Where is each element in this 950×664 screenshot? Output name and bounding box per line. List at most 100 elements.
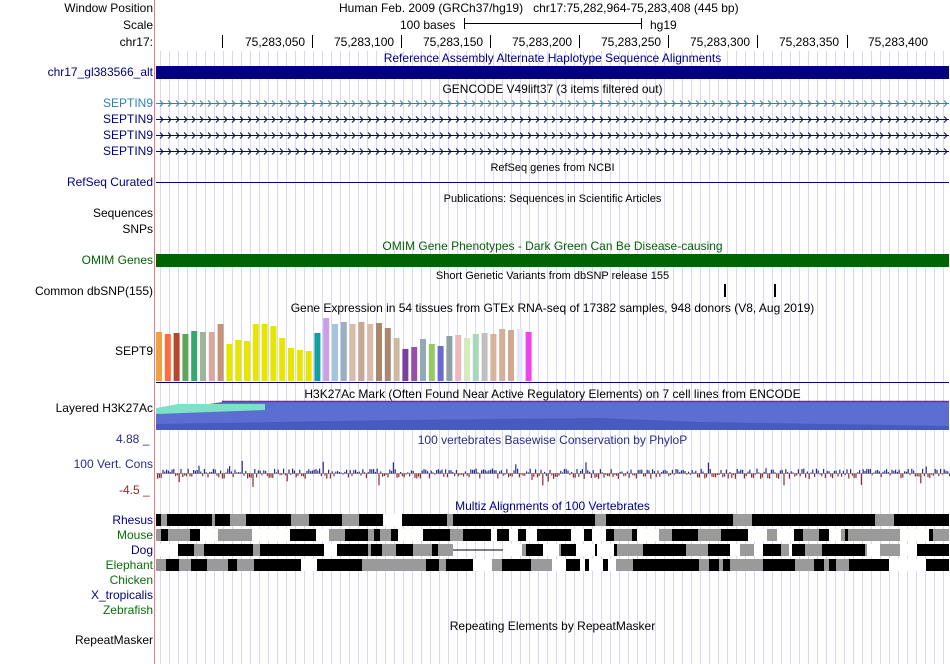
alignment-block [512, 514, 516, 526]
alignment-block [390, 559, 392, 571]
alignment-block [479, 529, 491, 541]
phylop-bar [727, 473, 729, 479]
gencode-item-label[interactable]: SEPTIN9 [102, 112, 153, 126]
gtex-label[interactable]: SEPT9 [114, 344, 153, 358]
phylop-bar [227, 468, 229, 474]
phylop-bar [203, 469, 205, 474]
species-label[interactable]: Elephant [105, 558, 153, 572]
gtex-bar [164, 334, 171, 381]
alignment-block [340, 544, 357, 556]
alignment-block [822, 544, 839, 556]
alignment-block [573, 514, 586, 526]
phylop-bar [860, 473, 862, 485]
phylop-bar [544, 471, 546, 474]
repeatmasker-title[interactable]: Repeating Elements by RepeatMasker [449, 619, 656, 633]
phylop-bar [763, 471, 765, 474]
phylop-bar [670, 473, 672, 475]
phylop-bar [698, 473, 700, 478]
phylop-bar [805, 473, 807, 478]
alt-haplotype-title[interactable]: Reference Assembly Alternate Haplotype S… [383, 51, 722, 65]
phylop-min-label: -4.5 _ [119, 483, 150, 497]
phylop-bar [545, 473, 547, 477]
phylop-bar [630, 469, 632, 474]
phylop-bar [419, 473, 421, 479]
repeatmasker-label[interactable]: RepeatMasker [74, 633, 153, 647]
alignment-block [831, 514, 838, 526]
phylop-bar [700, 468, 702, 474]
alignment-block [777, 529, 794, 541]
alignment-block [545, 559, 552, 571]
phylop-bar [284, 473, 286, 476]
phylop-bar [616, 473, 618, 476]
alignment-block [676, 514, 688, 526]
alignment-block [327, 559, 344, 571]
alignment-block [616, 559, 622, 571]
alignment-block [842, 544, 849, 556]
multiz-title[interactable]: Multiz Alignments of 100 Vertebrates [455, 499, 650, 513]
phylop-bar [803, 468, 805, 474]
phylop-bar [225, 472, 227, 474]
phylop-label[interactable]: 100 Vert. Cons [73, 457, 153, 471]
species-label[interactable]: Mouse [116, 528, 153, 542]
h3k27ac-label[interactable]: Layered H3K27Ac [55, 401, 153, 415]
phylop-bar [189, 473, 191, 477]
species-label[interactable]: Dog [130, 543, 153, 557]
gtex-bar [490, 334, 497, 381]
phylop-bar [853, 473, 855, 478]
alignment-block [939, 514, 947, 526]
gtex-title[interactable]: Gene Expression in 54 tissues from GTEx … [290, 301, 815, 315]
gencode-title[interactable]: GENCODE V49lift37 (3 items filtered out) [442, 82, 663, 96]
publications-snps-label[interactable]: SNPs [122, 222, 153, 236]
alt-haplotype-label[interactable]: chr17_gl383566_alt [47, 65, 153, 79]
phylop-bar [450, 470, 452, 474]
phylop-title[interactable]: 100 vertebrates Basewise Conservation by… [417, 433, 688, 447]
phylop-bar [500, 470, 502, 474]
alignment-block [491, 529, 497, 541]
alignment-block [166, 559, 168, 571]
publications-sequences-label[interactable]: Sequences [92, 206, 153, 220]
phylop-bar [808, 473, 810, 479]
gencode-item-label[interactable]: SEPTIN9 [102, 96, 153, 110]
omim-title[interactable]: OMIM Gene Phenotypes - Dark Green Can Be… [382, 239, 723, 253]
phylop-bar [288, 469, 290, 474]
phylop-bar [313, 469, 315, 474]
alignment-block [156, 514, 161, 526]
phylop-bar [938, 473, 940, 477]
alignment-block [290, 529, 297, 541]
gtex-bar [384, 328, 391, 381]
refseq-label[interactable]: RefSeq Curated [66, 175, 153, 189]
alignment-block [419, 559, 426, 571]
phylop-bar [297, 473, 299, 476]
phylop-bar [871, 473, 873, 476]
gtex-bar [182, 334, 189, 381]
phylop-max-label: 4.88 _ [116, 432, 150, 446]
phylop-bar [160, 473, 162, 478]
alignment-block [423, 529, 431, 541]
phylop-bar [369, 469, 371, 474]
gencode-item-label[interactable]: SEPTIN9 [102, 128, 153, 142]
alignment-block [933, 529, 949, 541]
phylop-bar [592, 470, 594, 474]
alignment-block [161, 544, 178, 556]
dbsnp-label[interactable]: Common dbSNP(155) [34, 284, 153, 298]
strand-arrows [159, 100, 948, 107]
omim-label[interactable]: OMIM Genes [81, 253, 153, 267]
publications-title[interactable]: Publications: Sequences in Scientific Ar… [443, 193, 662, 205]
species-label[interactable]: Chicken [109, 573, 153, 587]
phylop-bar [785, 469, 787, 474]
h3k27ac-title[interactable]: H3K27Ac Mark (Often Found Near Active Re… [304, 387, 801, 401]
gtex-bar [235, 340, 242, 381]
refseq-title[interactable]: RefSeq genes from NCBI [490, 162, 615, 174]
alignment-block [729, 514, 733, 526]
phylop-bar [756, 468, 758, 474]
alignment-block [860, 514, 870, 526]
species-label[interactable]: Rhesus [112, 513, 153, 527]
phylop-bar [396, 473, 398, 478]
species-label[interactable]: X_tropicalis [90, 588, 153, 602]
alignment-block [398, 529, 407, 541]
gtex-bar [358, 322, 365, 381]
species-label[interactable]: Zebrafish [102, 603, 153, 617]
alignment-block [858, 529, 874, 541]
gencode-item-label[interactable]: SEPTIN9 [102, 144, 153, 158]
dbsnp-title[interactable]: Short Genetic Variants from dbSNP releas… [435, 270, 670, 282]
